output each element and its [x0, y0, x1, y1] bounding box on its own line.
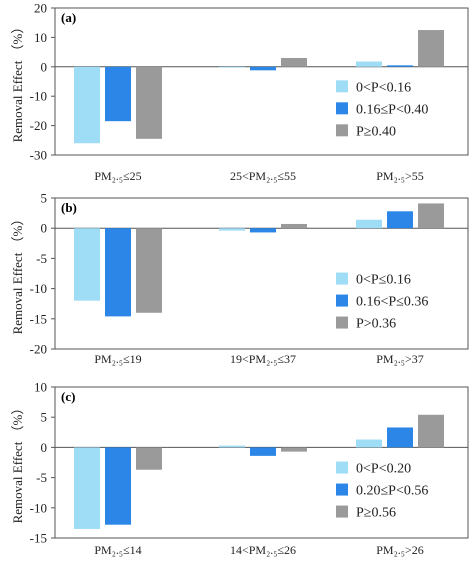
chart-panel-b: 5 0 -5 -10 -15 -20 PM₂.₅≤19 19<PM₂.₅≤37 PM₂.₅>37… [10, 191, 469, 366]
panel-label: (a) [61, 10, 76, 25]
legend-swatch [336, 272, 348, 285]
bar-series-3-cat-2 [281, 57, 307, 67]
y-tick-label: -15 [30, 311, 47, 326]
y-tick-label: -5 [36, 470, 47, 485]
bar-series-2-cat-1 [105, 447, 131, 525]
legend-swatch [336, 316, 348, 329]
legend-label: 0<P<0.16 [356, 80, 411, 95]
x-category-label: PM₂.₅≤14 [94, 543, 141, 557]
legend-swatch [336, 483, 348, 496]
legend-swatch [336, 124, 348, 137]
legend-swatch [336, 102, 348, 115]
y-tick-label: 20 [34, 1, 47, 16]
legend-label: P≥0.56 [356, 506, 396, 521]
bar-series-2-cat-2 [250, 447, 276, 456]
legend-label: 0<P≤0.16 [356, 273, 411, 288]
legend-label: 0.20≤P<0.56 [356, 484, 428, 499]
y-tick-label: 10 [34, 30, 47, 45]
bar-series-3-cat-3 [418, 30, 444, 67]
bar-series-2-cat-3 [387, 65, 413, 67]
bar-series-3-cat-1 [136, 228, 162, 313]
y-tick-label: 0 [41, 59, 48, 74]
y-tick-label: -10 [30, 500, 47, 515]
bar-series-3-cat-2 [281, 223, 307, 229]
legend-label: 0.16≤P<0.40 [356, 102, 428, 117]
y-axis-title: Removal Effect （%） [10, 402, 25, 524]
y-tick-label: -20 [30, 118, 47, 133]
legend-swatch [336, 461, 348, 474]
x-category-label: 19<PM₂.₅≤37 [230, 352, 296, 366]
legend-swatch [336, 80, 348, 93]
legend-label: P≥0.40 [356, 124, 396, 139]
y-tick-label: -20 [30, 342, 47, 357]
y-tick-label: -30 [30, 148, 47, 163]
plot-frame [54, 7, 469, 156]
chart-panel-a: 20 10 0 -10 -20 -30 PM₂.₅≤25 25<PM₂.₅≤55 PM₂.₅>5… [10, 1, 469, 183]
bar-series-1-cat-2 [219, 228, 245, 231]
bar-series-1-cat-1 [74, 447, 100, 529]
y-tick-label: -10 [30, 89, 47, 104]
chart-panel-c: 10 5 0 -5 -10 -15 PM₂.₅≤14 14<PM₂.₅≤26 PM₂.₅>26 (… [10, 380, 469, 557]
y-axis-title: Removal Effect （%） [10, 21, 25, 143]
bar-series-2-cat-2 [250, 228, 276, 233]
bar-series-2-cat-3 [387, 211, 413, 229]
x-category-label: PM₂.₅>55 [376, 169, 423, 183]
x-category-label: PM₂.₅≤19 [94, 352, 141, 366]
legend-label: 0.16<P≤0.36 [356, 295, 428, 310]
bar-series-3-cat-1 [136, 66, 162, 139]
legend-swatch [336, 505, 348, 518]
plot-frame [54, 197, 469, 350]
bar-series-3-cat-3 [418, 203, 444, 229]
x-category-label: 14<PM₂.₅≤26 [230, 543, 296, 557]
legend-label: 0<P<0.20 [356, 462, 411, 477]
bar-series-1-cat-3 [356, 219, 382, 229]
panel-label: (b) [61, 200, 77, 215]
legend-swatch [336, 294, 348, 307]
bar-series-1-cat-2 [219, 66, 245, 68]
bar-series-1-cat-3 [356, 439, 382, 448]
bar-series-1-cat-1 [74, 66, 100, 144]
x-category-label: PM₂.₅>37 [376, 352, 423, 366]
bar-series-2-cat-1 [105, 228, 131, 317]
bar-series-1-cat-3 [356, 61, 382, 67]
bar-series-2-cat-3 [387, 427, 413, 448]
bar-series-3-cat-3 [418, 414, 444, 448]
y-tick-label: 0 [41, 221, 48, 236]
x-category-label: 25<PM₂.₅≤55 [230, 169, 296, 183]
y-tick-label: -15 [30, 531, 47, 546]
y-tick-label: -10 [30, 281, 47, 296]
panel-label: (c) [61, 389, 75, 404]
bar-series-3-cat-1 [136, 447, 162, 470]
bar-series-3-cat-2 [281, 447, 307, 452]
bar-series-1-cat-1 [74, 228, 100, 301]
y-axis-title: Removal Effect （%） [10, 213, 25, 335]
x-category-label: PM₂.₅≤25 [94, 169, 141, 183]
y-tick-label: 5 [41, 191, 48, 206]
y-tick-label: 0 [41, 440, 48, 455]
y-tick-label: -5 [36, 251, 47, 266]
legend-label: P>0.36 [356, 317, 396, 332]
bar-series-2-cat-1 [105, 66, 131, 122]
y-tick-label: 10 [34, 380, 47, 395]
bar-series-2-cat-2 [250, 66, 276, 71]
y-tick-label: 5 [41, 410, 48, 425]
x-category-label: PM₂.₅>26 [376, 543, 423, 557]
bar-series-1-cat-2 [219, 445, 245, 448]
plot-frame [54, 386, 469, 539]
